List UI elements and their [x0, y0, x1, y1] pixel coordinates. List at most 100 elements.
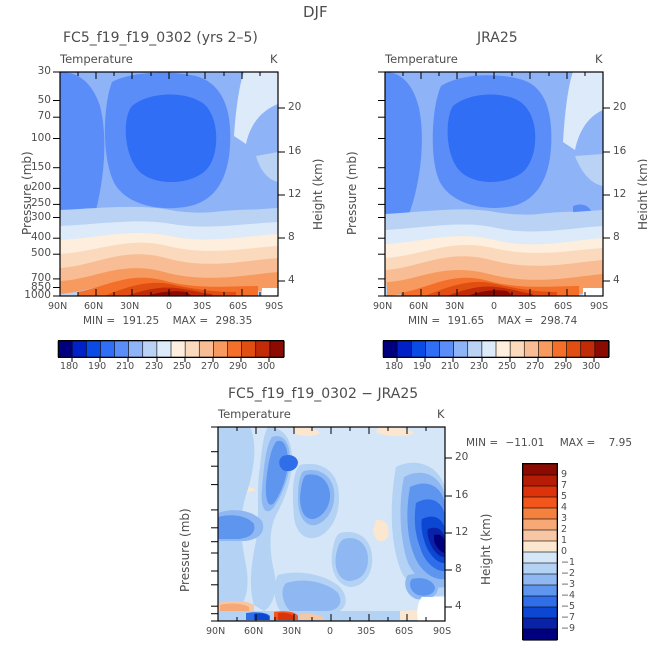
colorbar-cell: [522, 606, 558, 619]
colorbar-cell: [269, 340, 285, 358]
tick-label: 60S: [395, 626, 414, 637]
tick-label: −1: [561, 557, 576, 568]
tick-label: 8: [288, 231, 295, 243]
panel-model-pressure-ticks: [53, 71, 60, 297]
tick-label: 30S: [357, 626, 376, 637]
colorbar-cell: [522, 628, 558, 641]
tick-label: 400: [30, 231, 51, 244]
tick-label: 90N: [206, 626, 226, 637]
colorbar-diff-cells: [522, 463, 558, 641]
tick-label: 300: [257, 361, 276, 372]
tick-label: 30N: [445, 301, 465, 312]
colorbar-cell: [522, 529, 558, 542]
colorbar-cell: [85, 340, 101, 358]
tick-label: 20: [613, 101, 627, 113]
colorbar-cell: [522, 485, 558, 498]
panel-obs-minmax: MIN = 191.65 MAX = 298.74: [408, 315, 577, 327]
tick-label: 16: [288, 145, 302, 157]
colorbar-cell: [213, 340, 229, 358]
tick-label: 8: [455, 563, 462, 575]
panel-diff-bottom-ticks: [217, 614, 446, 621]
tick-label: 50: [37, 93, 51, 106]
colorbar-obs-cells: [382, 340, 610, 358]
colorbar-cell: [71, 340, 87, 358]
colorbar-cell: [100, 340, 116, 358]
colorbar-obs-svg: [382, 340, 610, 362]
colorbar-cell: [522, 573, 558, 586]
min-value: −11.01: [505, 437, 545, 449]
panel-diff-height-ticks: [445, 457, 452, 608]
min-label: MIN =: [466, 437, 499, 449]
tick-label: 230: [470, 361, 489, 372]
tick-label: −7: [561, 612, 576, 623]
tick-label: 90S: [265, 301, 284, 312]
tick-label: −4: [561, 590, 576, 601]
tick-label: 12: [455, 526, 469, 538]
colorbar-diff: 9 7 5 4 3 2 1 0 −1 −2 −3 −4 −5 −7 −9: [522, 463, 582, 648]
tick-label: 60S: [554, 301, 573, 312]
panel-model-height-ticks: [278, 107, 285, 282]
max-label: MAX =: [559, 437, 596, 449]
tick-label: 500: [30, 247, 51, 260]
panel-diff: FC5_f19_f19_0302 − JRA25 Temperature K P…: [150, 385, 493, 670]
tick-label: 1000: [24, 289, 51, 301]
colorbar-cell: [594, 340, 610, 358]
panel-obs-bottom-ticks: [384, 289, 604, 296]
tick-label: 270: [201, 361, 220, 372]
tick-label: 90S: [590, 301, 609, 312]
tick-label: 190: [88, 361, 107, 372]
tick-label: 4: [288, 274, 295, 286]
panel-diff-y2-axis-label: Height (km): [479, 513, 493, 585]
tick-label: 300: [582, 361, 601, 372]
tick-label: 150: [30, 160, 51, 173]
panel-obs-title: JRA25: [477, 30, 518, 46]
tick-label: 270: [526, 361, 545, 372]
tick-label: 190: [413, 361, 432, 372]
tick-label: 20: [455, 451, 469, 463]
panel-diff-pressure-ticks: [211, 426, 218, 622]
tick-label: 200: [30, 181, 51, 194]
panel-model-bottom-ticks: [59, 289, 279, 296]
tick-label: 4: [613, 274, 620, 286]
panel-diff-contours: [218, 427, 445, 621]
panel-obs-units: K: [595, 52, 603, 66]
tick-label: 290: [554, 361, 573, 372]
colorbar-cell: [538, 340, 554, 358]
tick-label: 230: [145, 361, 164, 372]
tick-label: 16: [455, 489, 469, 501]
tick-label: 180: [385, 361, 404, 372]
tick-label: 850: [30, 280, 51, 293]
panel-obs: JRA25 Temperature K Pressure (mb) Height…: [24, 0, 647, 380]
tick-label: −9: [561, 623, 576, 634]
tick-label: 70: [37, 110, 51, 123]
colorbar-model-ticks: [71, 358, 270, 362]
colorbar-model: 180 190 210 230 250 270 290 300: [57, 340, 285, 374]
tick-label: 60N: [84, 301, 104, 312]
colorbar-obs: 180 190 210 230 250 270 290 300: [382, 340, 610, 374]
tick-label: 7: [561, 480, 568, 491]
tick-label: 1: [561, 535, 568, 546]
tick-label: 90S: [433, 626, 452, 637]
max-value: 7.95: [608, 437, 633, 449]
tick-label: 30S: [193, 301, 212, 312]
colorbar-cell: [522, 617, 558, 630]
colorbar-cell: [425, 340, 441, 358]
panel-model: FC5_f19_f19_0302 (yrs 2–5) Temperature K…: [0, 0, 325, 380]
colorbar-cell: [522, 584, 558, 597]
tick-label: 290: [229, 361, 248, 372]
panel-obs-plot: [378, 71, 610, 297]
tick-label: 8: [613, 231, 620, 243]
panel-model-top-ticks: [59, 72, 279, 79]
tick-label: 3: [561, 513, 568, 524]
panel-obs-variable: Temperature: [385, 52, 458, 66]
tick-label: 250: [30, 197, 51, 210]
colorbar-cell: [198, 340, 214, 358]
tick-label: 90N: [48, 301, 68, 312]
colorbar-cell: [114, 340, 130, 358]
tick-label: 5: [561, 491, 568, 502]
tick-label: 0: [561, 546, 568, 557]
panel-diff-title: FC5_f19_f19_0302 − JRA25: [228, 386, 419, 402]
colorbar-cell: [522, 496, 558, 509]
max-value: 298.35: [215, 315, 253, 327]
colorbar-cell: [453, 340, 469, 358]
